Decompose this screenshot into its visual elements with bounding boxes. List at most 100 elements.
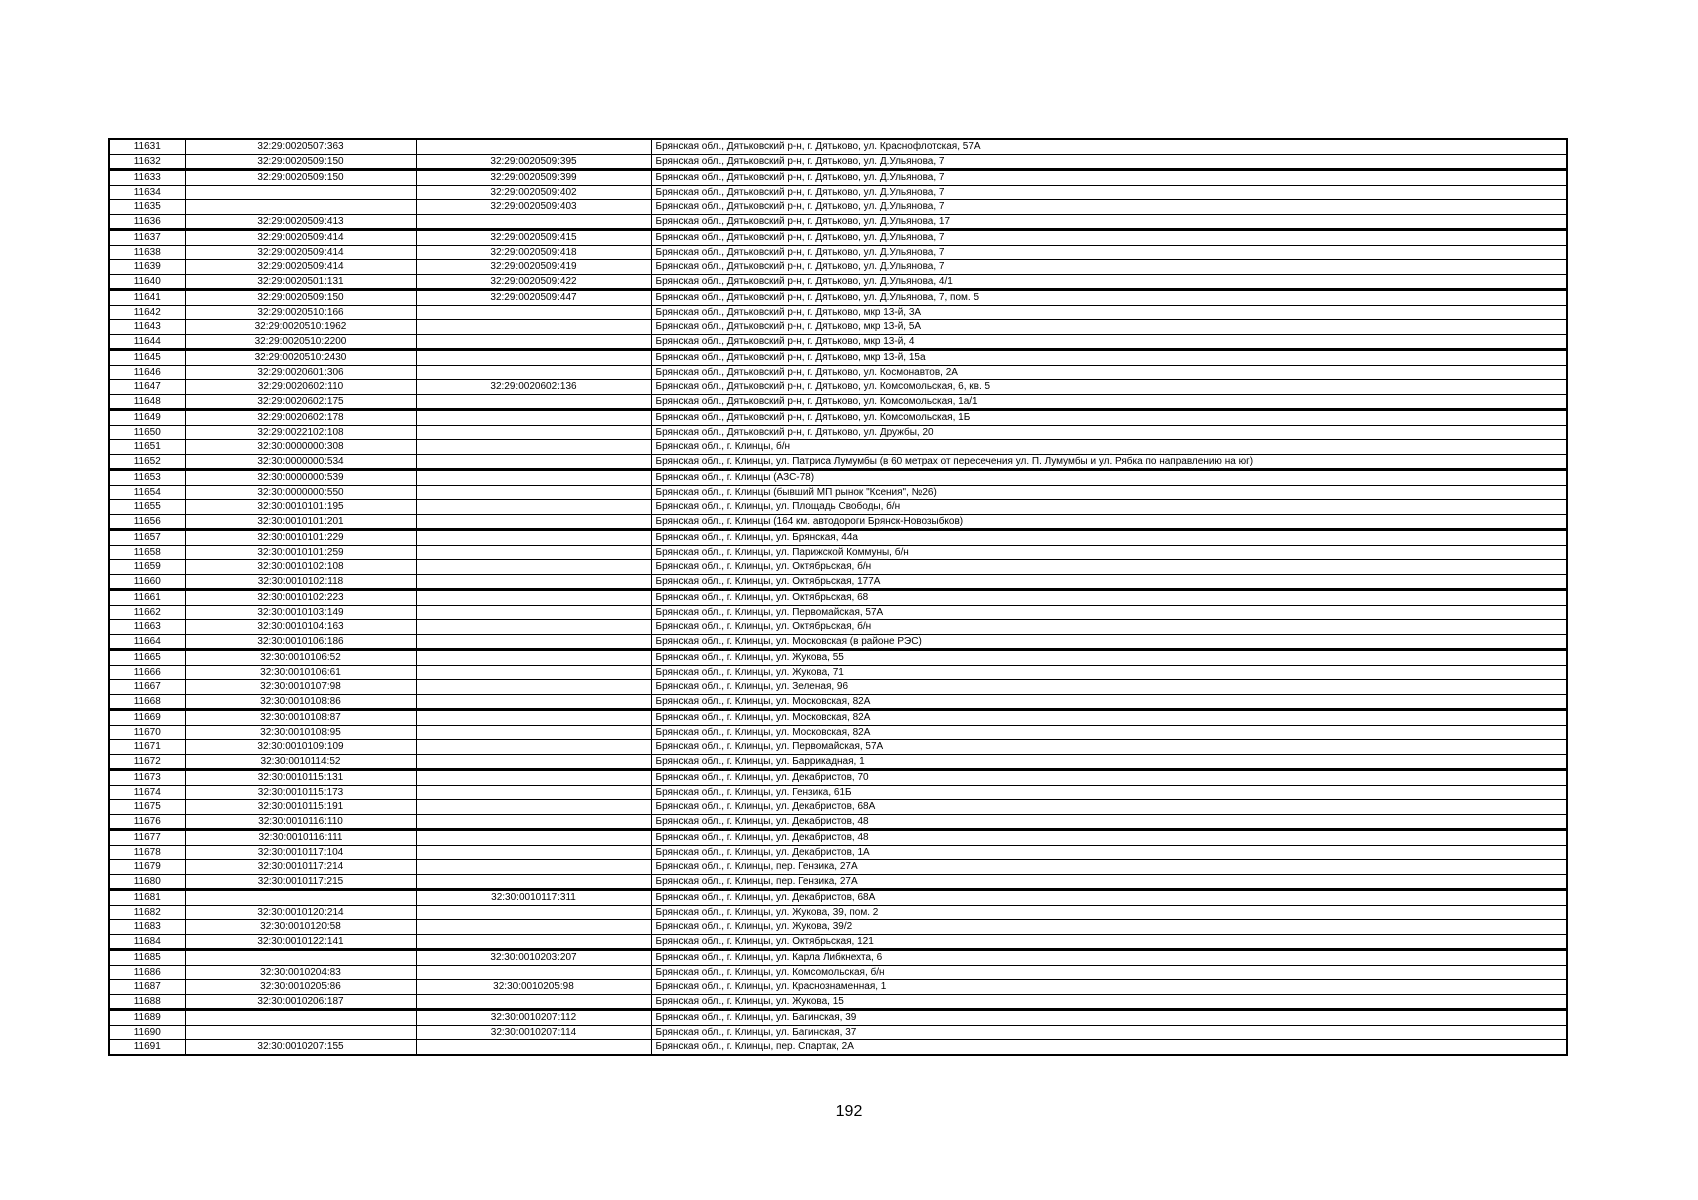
row-number-cell: 11652 xyxy=(108,453,186,471)
table-row: 11668 32:30:0010108:86 Брянская обл., г. К… xyxy=(108,693,1568,711)
cadastral-number-secondary-cell xyxy=(415,753,652,771)
address-cell: Брянская обл., г. Клинцы, ул. Зеленая, 9… xyxy=(650,679,1568,695)
cadastral-number-secondary-cell xyxy=(415,1039,652,1056)
cadastral-number-primary-cell: 32:30:0010120:58 xyxy=(184,919,417,935)
cadastral-number-primary-cell: 32:29:0020509:413 xyxy=(184,213,417,231)
table-row: 11645 32:29:0020510:2430 Брянская обл., Дя… xyxy=(108,349,1568,366)
table-row: 11639 32:29:0020509:414 32:29:0020509:419 Б… xyxy=(108,259,1568,275)
address-cell: Брянская обл., Дятьковский р-н, г. Дятьк… xyxy=(650,319,1568,335)
row-number-cell: 11679 xyxy=(108,859,186,875)
row-number-cell: 11642 xyxy=(108,304,186,320)
page-number: 192 xyxy=(835,1103,863,1120)
cadastral-number-primary-cell: 32:30:0010101:229 xyxy=(184,529,417,546)
cadastral-number-primary-cell: 32:30:0010109:109 xyxy=(184,739,417,755)
cadastral-number-secondary-cell xyxy=(415,544,652,560)
address-cell: Брянская обл., Дятьковский р-н, г. Дятьк… xyxy=(650,169,1568,186)
row-number-cell: 11685 xyxy=(108,949,186,966)
cadastral-number-primary-cell: 32:30:0010120:214 xyxy=(184,904,417,920)
cadastral-number-secondary-cell xyxy=(415,589,652,606)
table-row: 11683 32:30:0010120:58 Брянская обл., г. К… xyxy=(108,919,1568,935)
table-row: 11652 32:30:0000000:534 Брянская обл., г. … xyxy=(108,453,1568,471)
table-row: 11690 32:30:0010207:114 Брянская обл., г. … xyxy=(108,1024,1568,1040)
cadastral-number-primary-cell: 32:29:0020601:306 xyxy=(184,364,417,380)
cadastral-number-secondary-cell xyxy=(415,439,652,455)
cadastral-number-primary-cell: 32:30:0000000:308 xyxy=(184,439,417,455)
table-row: 11691 32:30:0010207:155 Брянская обл., г. … xyxy=(108,1039,1568,1056)
row-number-cell: 11672 xyxy=(108,753,186,771)
row-number-cell: 11647 xyxy=(108,379,186,395)
address-cell: Брянская обл., г. Клинцы, ул. Московская… xyxy=(650,693,1568,711)
row-number-cell: 11682 xyxy=(108,904,186,920)
address-cell: Брянская обл., г. Клинцы, ул. Комсомольс… xyxy=(650,964,1568,980)
cadastral-number-primary-cell: 32:30:0010101:259 xyxy=(184,544,417,560)
cadastral-number-primary-cell: 32:29:0020510:2430 xyxy=(184,349,417,366)
row-number-cell: 11671 xyxy=(108,739,186,755)
table-row: 11664 32:30:0010106:186 Брянская обл., г. … xyxy=(108,633,1568,651)
table-row: 11657 32:30:0010101:229 Брянская обл., г. … xyxy=(108,529,1568,546)
cadastral-number-primary-cell: 32:30:0010108:95 xyxy=(184,724,417,740)
table-row: 11688 32:30:0010206:187 Брянская обл., г. … xyxy=(108,993,1568,1011)
cadastral-number-primary-cell: 32:29:0020507:363 xyxy=(184,138,417,155)
row-number-cell: 11686 xyxy=(108,964,186,980)
cadastral-number-secondary-cell xyxy=(415,813,652,831)
table-row: 11651 32:30:0000000:308 Брянская обл., г. … xyxy=(108,439,1568,455)
table-row: 11665 32:30:0010106:52 Брянская обл., г. К… xyxy=(108,649,1568,666)
address-cell: Брянская обл., г. Клинцы, ул. Жукова, 55 xyxy=(650,649,1568,666)
address-cell: Брянская обл., г. Клинцы, ул. Московская… xyxy=(650,709,1568,726)
cadastral-number-primary-cell: 32:29:0022102:108 xyxy=(184,424,417,440)
cadastral-number-primary-cell: 32:29:0020509:414 xyxy=(184,244,417,260)
cadastral-number-secondary-cell: 32:30:0010203:207 xyxy=(415,949,652,966)
table-row: 11673 32:30:0010115:131 Брянская обл., г. … xyxy=(108,769,1568,786)
table-row: 11658 32:30:0010101:259 Брянская обл., г. … xyxy=(108,544,1568,560)
row-number-cell: 11669 xyxy=(108,709,186,726)
address-cell: Брянская обл., Дятьковский р-н, г. Дятьк… xyxy=(650,409,1568,426)
address-cell: Брянская обл., г. Клинцы (АЗС-78) xyxy=(650,469,1568,486)
registry-table: 11631 32:29:0020507:363 Брянская обл., Дят… xyxy=(108,138,1568,1056)
row-number-cell: 11688 xyxy=(108,993,186,1011)
address-cell: Брянская обл., г. Клинцы, ул. Багинская,… xyxy=(650,1024,1568,1040)
table-row: 11687 32:30:0010205:86 32:30:0010205:98 Бря… xyxy=(108,979,1568,995)
cadastral-number-secondary-cell: 32:29:0020509:447 xyxy=(415,289,652,306)
address-cell: Брянская обл., Дятьковский р-н, г. Дятьк… xyxy=(650,273,1568,291)
table-row: 11650 32:29:0022102:108 Брянская обл., Дят… xyxy=(108,424,1568,440)
row-number-cell: 11654 xyxy=(108,484,186,500)
row-number-cell: 11660 xyxy=(108,573,186,591)
address-cell: Брянская обл., г. Клинцы (бывший МП рыно… xyxy=(650,484,1568,500)
row-number-cell: 11658 xyxy=(108,544,186,560)
cadastral-number-secondary-cell xyxy=(415,859,652,875)
table-row: 11676 32:30:0010116:110 Брянская обл., г. … xyxy=(108,813,1568,831)
table-row: 11677 32:30:0010116:111 Брянская обл., г. … xyxy=(108,829,1568,846)
cadastral-number-secondary-cell xyxy=(415,799,652,815)
cadastral-number-primary-cell: 32:30:0010102:108 xyxy=(184,559,417,575)
cadastral-number-secondary-cell xyxy=(415,304,652,320)
row-number-cell: 11662 xyxy=(108,604,186,620)
address-cell: Брянская обл., г. Клинцы, ул. Патриса Лу… xyxy=(650,453,1568,471)
cadastral-number-secondary-cell: 32:30:0010207:114 xyxy=(415,1024,652,1040)
cadastral-number-primary-cell: 32:30:0010103:149 xyxy=(184,604,417,620)
row-number-cell: 11667 xyxy=(108,679,186,695)
cadastral-number-primary-cell: 32:30:0010207:155 xyxy=(184,1039,417,1056)
cadastral-number-secondary-cell xyxy=(415,693,652,711)
table-row: 11689 32:30:0010207:112 Брянская обл., г. … xyxy=(108,1009,1568,1026)
table-row: 11647 32:29:0020602:110 32:29:0020602:136 Б… xyxy=(108,379,1568,395)
cadastral-number-secondary-cell xyxy=(415,904,652,920)
row-number-cell: 11631 xyxy=(108,138,186,155)
cadastral-number-primary-cell: 32:30:0010117:104 xyxy=(184,844,417,860)
address-cell: Брянская обл., Дятьковский р-н, г. Дятьк… xyxy=(650,184,1568,200)
address-cell: Брянская обл., г. Клинцы (164 км. автодо… xyxy=(650,513,1568,531)
row-number-cell: 11635 xyxy=(108,199,186,215)
cadastral-number-secondary-cell xyxy=(415,844,652,860)
address-cell: Брянская обл., г. Клинцы, ул. Октябрьска… xyxy=(650,933,1568,951)
cadastral-number-primary-cell: 32:29:0020509:150 xyxy=(184,289,417,306)
address-cell: Брянская обл., г. Клинцы, ул. Площадь Св… xyxy=(650,499,1568,515)
table-row: 11669 32:30:0010108:87 Брянская обл., г. К… xyxy=(108,709,1568,726)
address-cell: Брянская обл., г. Клинцы, ул. Московская… xyxy=(650,633,1568,651)
cadastral-number-primary-cell: 32:29:0020602:175 xyxy=(184,393,417,411)
table-row: 11653 32:30:0000000:539 Брянская обл., г. … xyxy=(108,469,1568,486)
cadastral-number-secondary-cell xyxy=(415,319,652,335)
cadastral-number-secondary-cell: 32:29:0020509:419 xyxy=(415,259,652,275)
row-number-cell: 11687 xyxy=(108,979,186,995)
table-row: 11640 32:29:0020501:131 32:29:0020509:422 Б… xyxy=(108,273,1568,291)
row-number-cell: 11645 xyxy=(108,349,186,366)
cadastral-number-primary-cell: 32:29:0020509:150 xyxy=(184,153,417,171)
